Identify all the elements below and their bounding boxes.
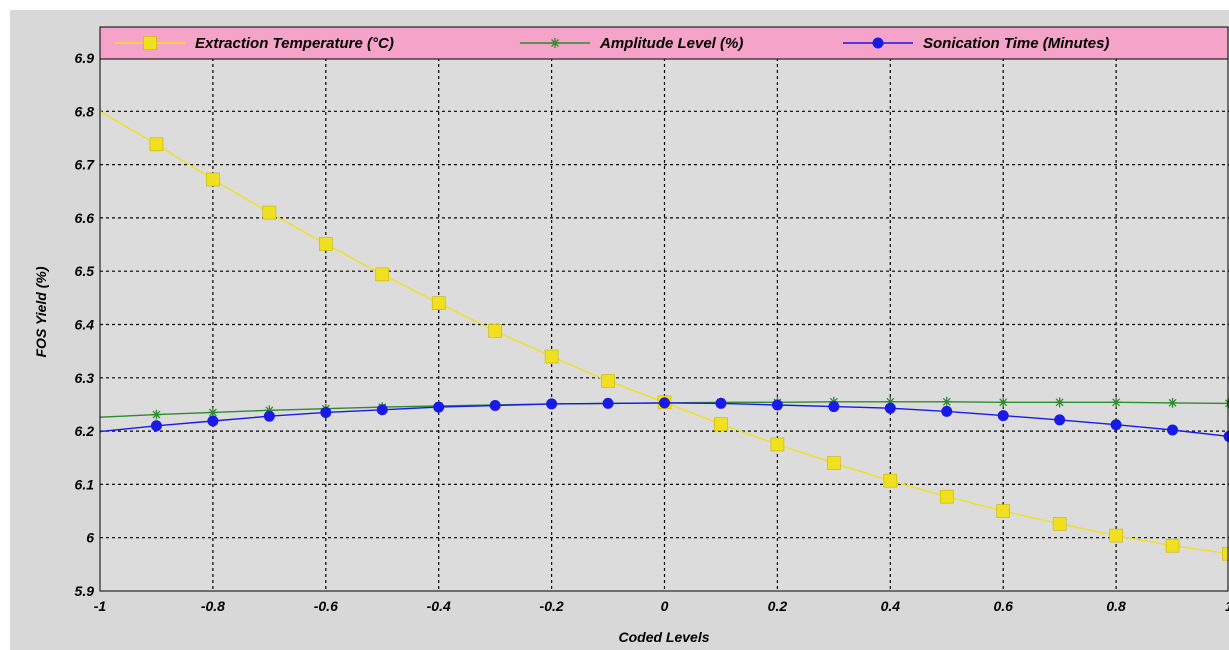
data-point — [1109, 528, 1123, 543]
data-point — [770, 437, 785, 452]
y-axis-title: FOS Yield (%) — [33, 266, 49, 357]
data-point — [318, 237, 333, 251]
data-point — [149, 137, 164, 152]
y-tick-label: 6.7 — [75, 157, 96, 173]
y-tick-label: 6 — [86, 530, 94, 546]
data-point — [320, 406, 332, 418]
legend-label: Sonication Time (Minutes) — [923, 35, 1109, 52]
data-point — [1054, 397, 1065, 408]
legend-box — [99, 26, 1229, 60]
x-tick-label: -0.4 — [427, 598, 451, 614]
legend-marker — [143, 36, 157, 50]
data-point — [827, 456, 841, 470]
data-point — [659, 397, 670, 409]
data-point — [433, 401, 445, 413]
y-tick-label: 6.8 — [75, 103, 95, 119]
x-tick-label: 0.2 — [768, 598, 788, 614]
data-point — [544, 349, 559, 364]
x-tick-label: -1 — [94, 598, 107, 614]
data-point — [1052, 517, 1067, 531]
data-point — [151, 409, 162, 420]
data-point — [883, 473, 898, 488]
x-tick-label: 1 — [1225, 598, 1229, 614]
series-3 — [100, 397, 1229, 442]
legend-entries: Extraction Temperature (°C) Amplitude Lev… — [115, 35, 1109, 52]
x-tick-label: 0.8 — [1106, 598, 1126, 614]
y-axis-ticks: 5.9 6 6.1 6.2 6.3 6.4 6.5 6.6 6.7 6.8 6.9 — [75, 50, 96, 599]
x-tick-label: -0.6 — [314, 598, 338, 614]
grid — [100, 58, 1229, 591]
data-point — [1222, 546, 1229, 561]
data-point — [828, 401, 840, 413]
data-point — [207, 415, 219, 427]
x-tick-label: 0.4 — [881, 598, 901, 614]
data-point — [375, 267, 390, 282]
y-tick-label: 6.6 — [75, 210, 95, 226]
data-point — [714, 417, 728, 431]
data-point — [997, 410, 1009, 422]
data-point — [884, 402, 896, 414]
data-point — [941, 396, 952, 407]
data-point — [376, 404, 388, 416]
data-point — [263, 410, 275, 422]
y-tick-label: 6.3 — [75, 370, 95, 386]
data-point — [150, 420, 162, 432]
y-tick-label: 6.4 — [75, 317, 95, 333]
x-tick-label: 0 — [661, 598, 669, 614]
data-point — [546, 398, 558, 410]
data-point — [1054, 414, 1066, 426]
series-layer — [100, 110, 1229, 561]
data-point — [885, 396, 896, 407]
data-point — [602, 397, 614, 409]
data-point — [1167, 397, 1178, 408]
data-point — [996, 504, 1011, 518]
legend-entry-2: Amplitude Level (%) — [520, 35, 743, 52]
data-point — [207, 407, 218, 418]
x-tick-label: 0.6 — [993, 598, 1013, 614]
data-point — [206, 172, 220, 187]
data-point — [715, 397, 727, 409]
legend-label: Extraction Temperature (°C) — [195, 35, 394, 52]
x-tick-label: -0.2 — [540, 598, 564, 614]
data-point — [1167, 424, 1179, 436]
legend-label: Amplitude Level (%) — [599, 35, 743, 52]
legend-entry-3: Sonication Time (Minutes) — [843, 35, 1109, 52]
data-point — [488, 324, 502, 338]
legend-marker — [872, 37, 884, 49]
data-point — [1110, 419, 1122, 431]
data-point — [489, 400, 501, 412]
data-point — [939, 489, 954, 504]
data-point — [431, 296, 446, 310]
legend: Extraction Temperature (°C) Amplitude Lev… — [99, 26, 1229, 60]
data-point — [998, 397, 1009, 408]
legend-marker — [550, 38, 560, 48]
data-point — [264, 405, 275, 416]
data-point — [601, 374, 615, 388]
y-tick-label: 6.2 — [75, 423, 95, 439]
data-point — [771, 399, 783, 411]
y-tick-label: 5.9 — [75, 583, 95, 599]
data-point — [941, 405, 953, 417]
x-axis-title: Coded Levels — [618, 629, 709, 645]
data-point — [1165, 538, 1180, 553]
y-tick-label: 6.5 — [75, 263, 95, 279]
y-tick-label: 6.1 — [75, 476, 95, 492]
x-axis-ticks: -1 -0.8 -0.6 -0.4 -0.2 0 0.2 0.4 0.6 0.8 1 — [94, 598, 1229, 614]
x-tick-label: -0.8 — [201, 598, 225, 614]
data-point — [262, 205, 277, 220]
y-tick-label: 6.9 — [75, 50, 95, 66]
legend-entry-1: Extraction Temperature (°C) — [115, 35, 394, 52]
data-point — [1111, 397, 1122, 408]
